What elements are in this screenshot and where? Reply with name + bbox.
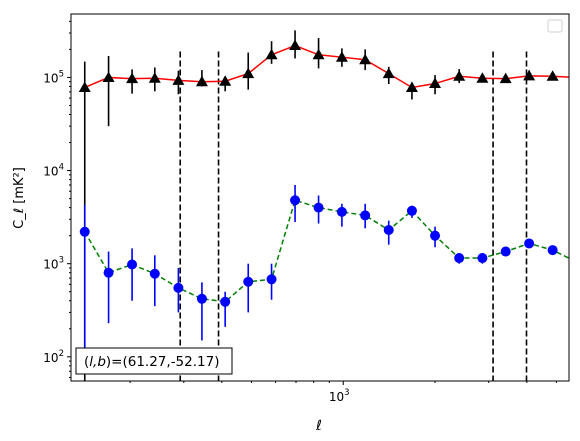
series-1-point — [220, 296, 231, 307]
series-0-point — [126, 72, 139, 84]
series-0-point — [429, 77, 442, 89]
series-0-point — [405, 81, 418, 92]
annotation-box: (l,b)=(61.27,-52.17) — [75, 347, 233, 375]
series-1-point — [430, 230, 441, 241]
x-tick-label: 103 — [329, 388, 350, 404]
series-1-point — [79, 226, 90, 237]
series-0-line — [84, 44, 569, 89]
annotation-label: (l,b)=(61.27,-52.17) — [84, 354, 219, 370]
series-0-point — [359, 53, 372, 65]
legend — [547, 19, 563, 33]
series-0-point — [219, 75, 232, 86]
y-tick-label: 104 — [43, 163, 64, 179]
series-1-point — [500, 246, 511, 257]
series-1-point — [571, 257, 580, 267]
series-0-point — [172, 74, 185, 85]
series-1-point — [313, 202, 324, 213]
series-1-point — [103, 267, 114, 278]
series-layer — [78, 30, 580, 381]
series-0-point — [546, 70, 559, 81]
series-0-point — [335, 51, 348, 62]
series-1-point — [336, 206, 347, 217]
series-0-point — [312, 48, 325, 60]
y-tick-label: 105 — [43, 69, 64, 85]
y-tick-label: 103 — [43, 256, 64, 272]
series-1-point — [383, 225, 394, 236]
series-0-point — [382, 67, 395, 79]
series-1-point — [173, 282, 184, 293]
vertical-lines — [179, 51, 528, 381]
series-0-point — [265, 48, 278, 60]
series-1-point — [149, 268, 160, 279]
series-0-point — [242, 67, 255, 79]
series-0-point — [195, 75, 208, 87]
series-1-point — [196, 293, 207, 304]
annotation-frame — [75, 347, 233, 375]
series-0-point — [523, 69, 536, 81]
plot-frame — [70, 13, 570, 382]
axis-ticks: 102 103 104 105 103 — [43, 20, 557, 404]
series-1-point — [477, 253, 488, 264]
series-0-point — [78, 81, 91, 92]
series-0-point — [289, 39, 302, 51]
series-0-point — [453, 70, 466, 81]
series-1-point — [127, 259, 138, 270]
series-1-point — [243, 276, 254, 287]
series-1-line — [84, 199, 569, 303]
y-axis-label: C_ℓ [mK²] — [12, 167, 27, 229]
series-0-point — [570, 71, 580, 82]
series-0-point — [476, 72, 489, 83]
series-0-point — [148, 72, 161, 83]
series-1-point — [547, 245, 558, 256]
series-1-point — [360, 210, 371, 221]
series-1-point — [524, 238, 535, 249]
series-1-point — [454, 253, 465, 264]
series-1-point — [406, 205, 417, 216]
series-1-point — [266, 274, 277, 285]
legend-box — [547, 19, 563, 33]
y-tick-label: 102 — [43, 349, 64, 365]
x-axis-label: ℓ — [315, 418, 322, 434]
series-0-point — [102, 71, 115, 82]
series-0-point — [499, 72, 512, 84]
series-1-point — [290, 195, 301, 206]
